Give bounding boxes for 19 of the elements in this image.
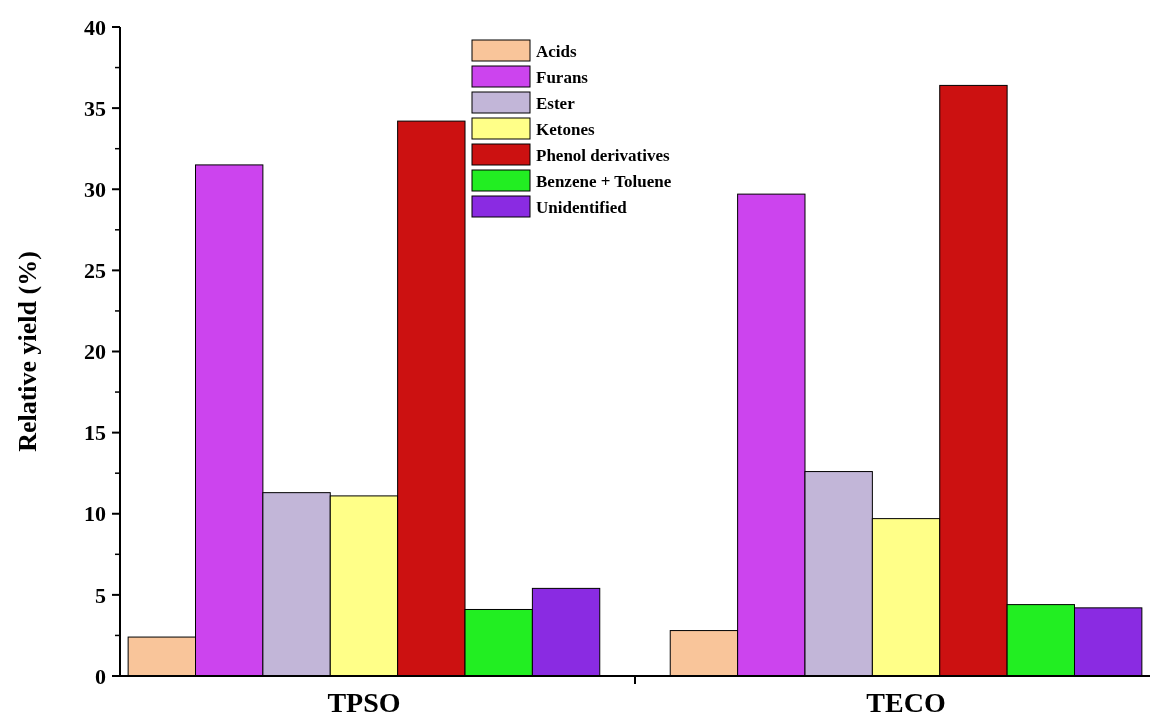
legend-label: Acids — [536, 41, 577, 61]
legend-label: Ketones — [536, 119, 595, 139]
legend-label: Furans — [536, 67, 589, 87]
y-tick-label: 40 — [84, 14, 106, 40]
y-axis-title: Relative yield (%) — [13, 251, 42, 452]
y-tick-label: 25 — [84, 258, 106, 284]
y-tick-label: 0 — [95, 663, 106, 689]
legend-label: Phenol derivatives — [536, 145, 671, 165]
y-tick-label: 20 — [84, 339, 106, 365]
x-tick-label: TPSO — [327, 687, 401, 718]
y-tick-label: 5 — [95, 582, 106, 608]
x-tick-label: TECO — [866, 687, 946, 718]
legend-label: Benzene + Toluene — [536, 171, 672, 191]
y-tick-label: 35 — [84, 95, 106, 121]
y-tick-label: 15 — [84, 420, 106, 446]
legend-label: Ester — [536, 93, 576, 113]
legend-label: Unidentified — [536, 197, 628, 217]
y-tick-label: 30 — [84, 176, 106, 202]
y-tick-label: 10 — [84, 501, 106, 527]
